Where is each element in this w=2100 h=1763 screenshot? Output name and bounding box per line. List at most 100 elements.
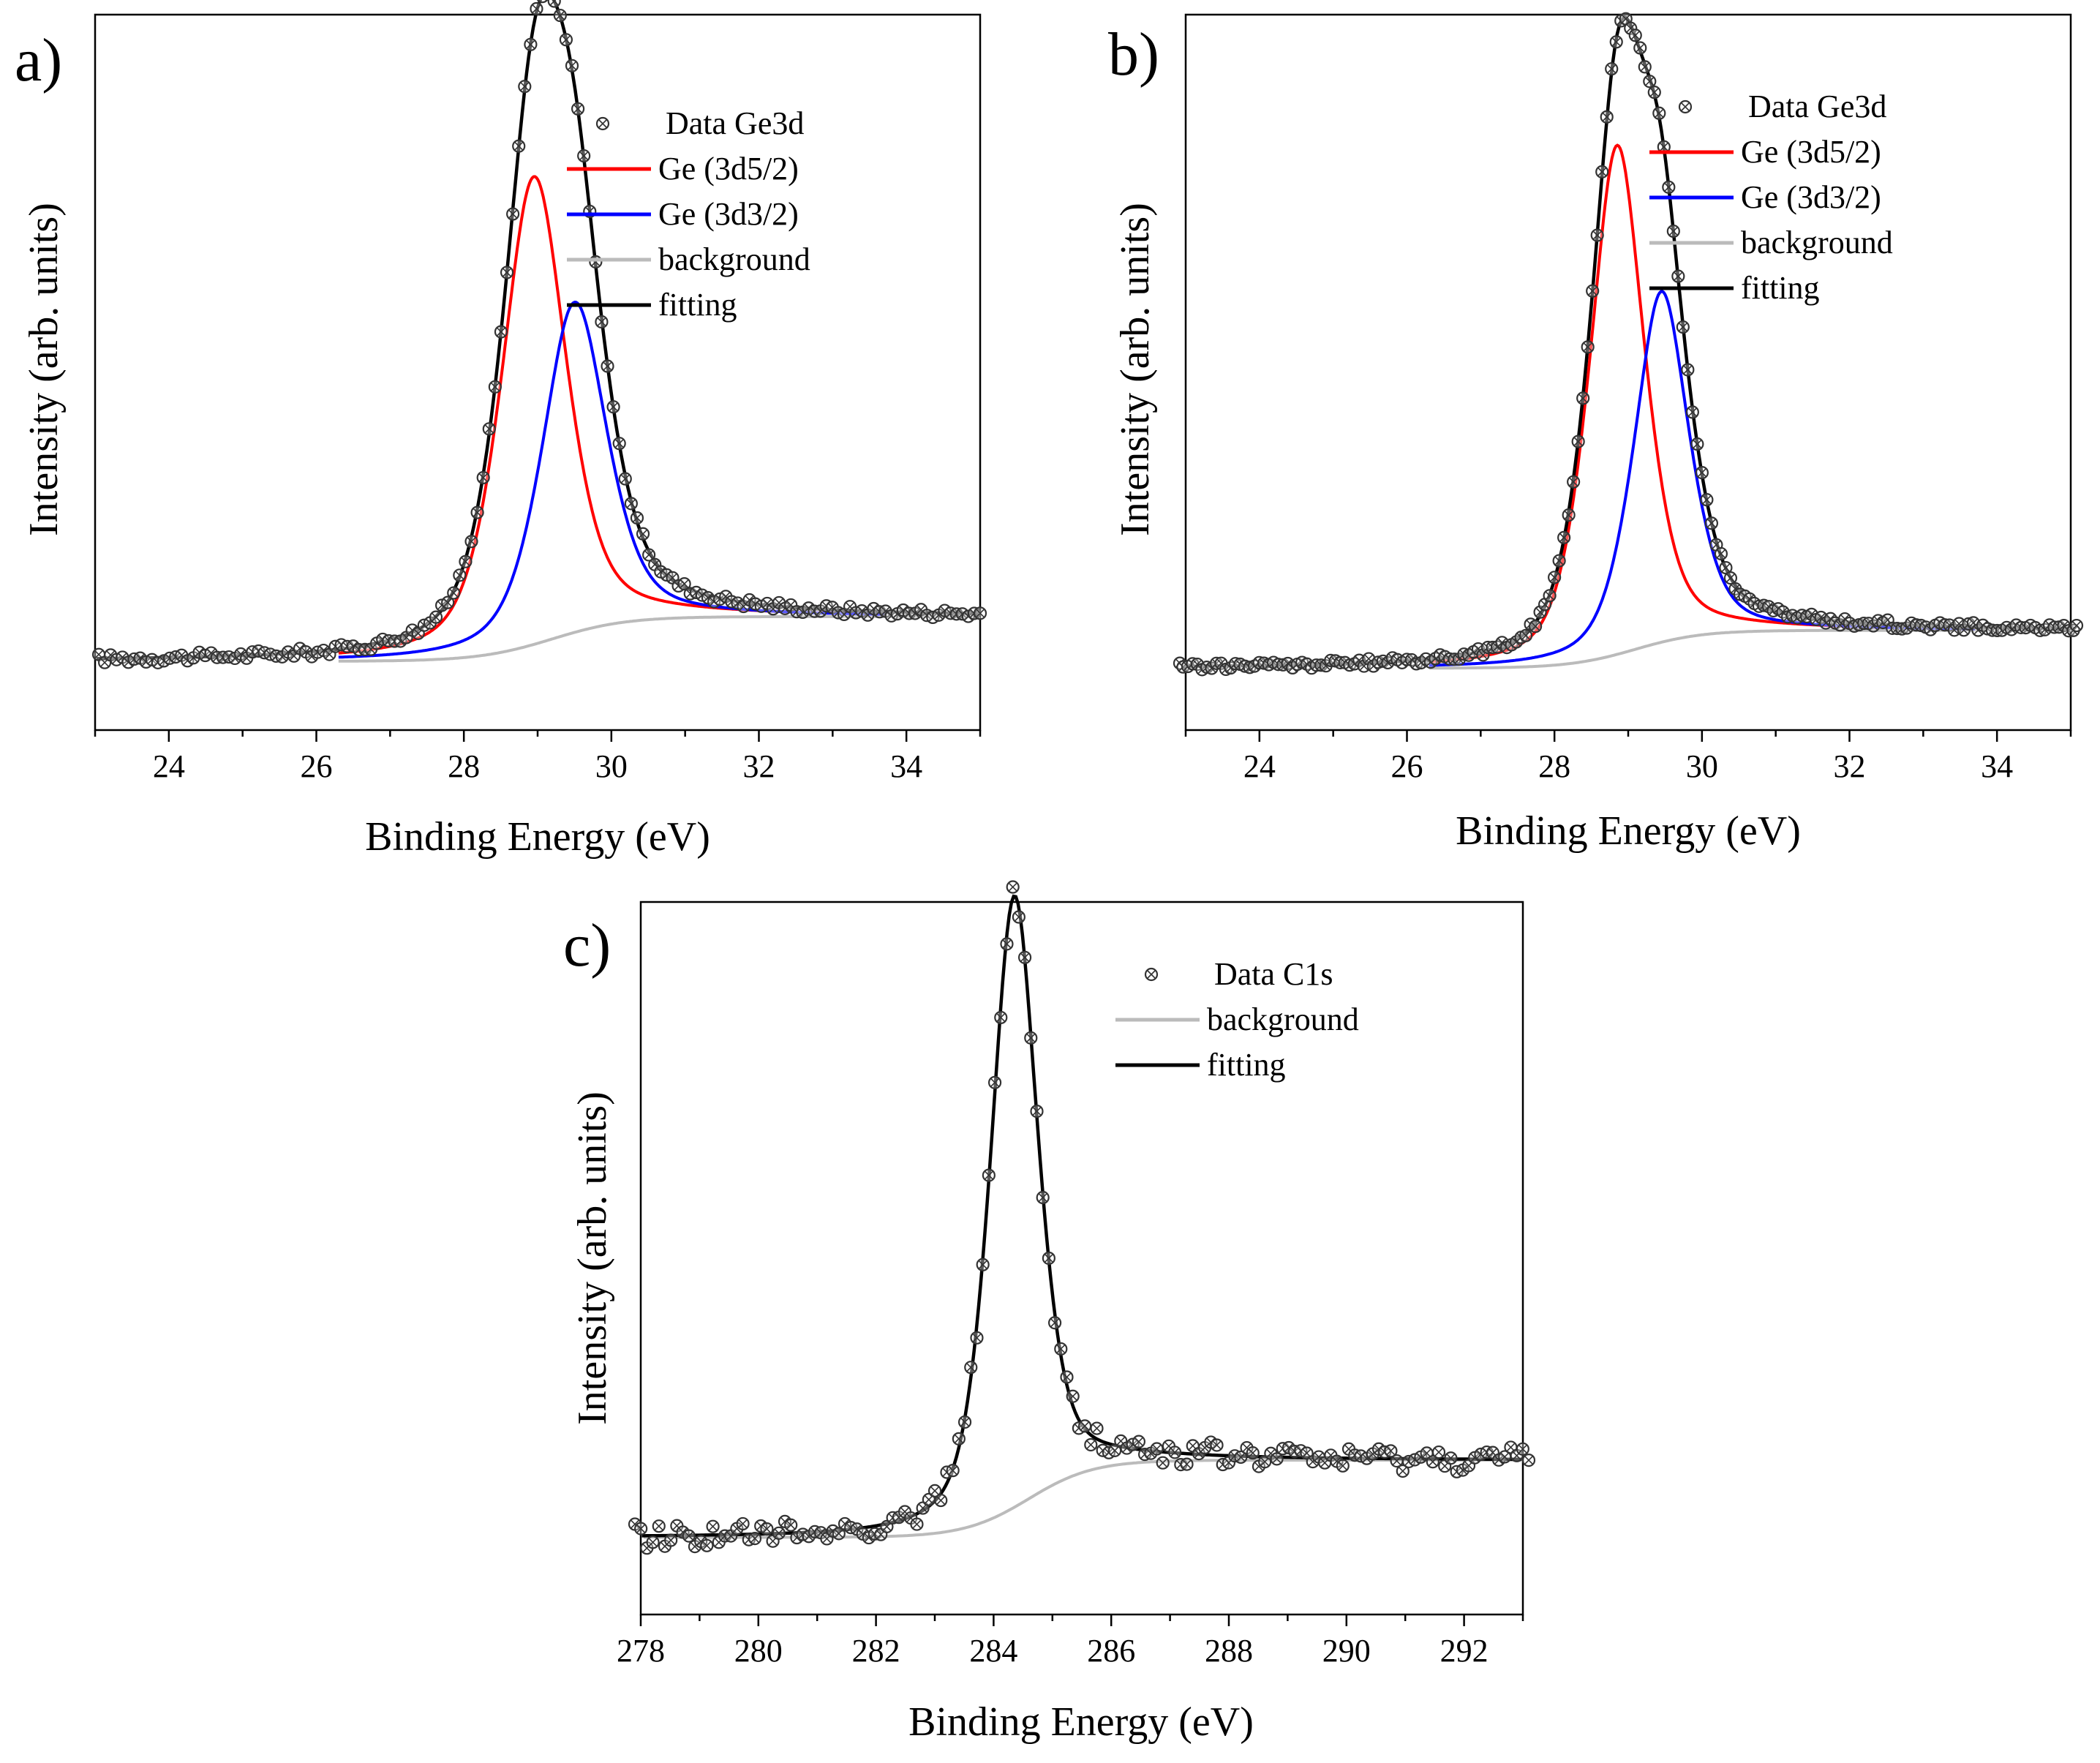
data-point (1947, 623, 1961, 637)
data-point (1444, 1451, 1458, 1465)
legend-item: background (1115, 1001, 1359, 1037)
data-point (976, 1258, 990, 1271)
legend: Data C1s background fitting (1115, 956, 1359, 1083)
data-point (512, 139, 526, 153)
panel-b: b) 24 26 28 30 32 34 Binding Energy (eV) Inte… (1108, 12, 2084, 854)
data-point (934, 1493, 948, 1508)
data-point (1132, 1435, 1146, 1448)
data-point (1150, 1442, 1164, 1456)
legend-label: Ge (3d3/2) (658, 196, 799, 232)
series-fitting (1187, 15, 2069, 669)
data-point (1000, 937, 1014, 951)
data-point (1006, 880, 1020, 894)
data-point (973, 606, 987, 620)
legend-label: fitting (1741, 270, 1820, 306)
legend-item: Data Ge3d (595, 105, 804, 141)
data-point (601, 359, 614, 373)
plot-frame (94, 13, 982, 732)
legend: Data Ge3d Ge (3d5/2) Ge (3d3/2) background f… (1649, 89, 1893, 306)
data-point (589, 255, 603, 269)
legend-label: Data Ge3d (1748, 89, 1886, 124)
legend-label: fitting (1207, 1047, 1286, 1083)
data-point (1426, 1455, 1439, 1469)
data-point (441, 595, 455, 609)
x-tick-label: 24 (1243, 748, 1276, 784)
data-point (553, 8, 567, 23)
data-point (987, 1075, 1002, 1089)
data-point (1516, 1442, 1529, 1456)
data-point (654, 565, 668, 579)
data-point (1562, 508, 1576, 522)
data-point (612, 437, 626, 451)
legend-item: fitting (1115, 1047, 1286, 1083)
data-point (1671, 269, 1685, 283)
data-point (1309, 658, 1323, 672)
x-tick-label: 284 (969, 1633, 1017, 1669)
data-point (1685, 405, 1699, 419)
data-point (682, 1529, 696, 1543)
panel-label: a) (15, 26, 62, 94)
data-point (1456, 1463, 1469, 1477)
data-point (1647, 86, 1661, 99)
data-point (1714, 546, 1728, 561)
data-point (964, 1361, 978, 1375)
data-point (957, 1415, 972, 1429)
plot-area (628, 880, 1536, 1555)
data-point (1054, 1342, 1068, 1356)
data-point (595, 315, 609, 329)
data-point (970, 1331, 984, 1345)
x-tick-label: 286 (1087, 1633, 1135, 1669)
data-point (606, 400, 620, 414)
data-point (618, 472, 632, 486)
data-point (636, 527, 650, 541)
legend-item: Data C1s (1144, 956, 1333, 992)
legend-label: Ge (3d3/2) (1741, 179, 1881, 215)
data-point (1047, 1316, 1062, 1330)
data-point (453, 568, 467, 582)
legend-item: Data Ge3d (1678, 89, 1886, 124)
data-point (1628, 29, 1642, 42)
data-point (1042, 1251, 1055, 1266)
data-point (1012, 910, 1025, 924)
data-point (470, 505, 484, 519)
legend-label: background (1741, 225, 1893, 260)
data-point (506, 207, 520, 221)
x-axis-ticks: 24 26 28 30 32 34 (94, 730, 982, 784)
data-point (1985, 623, 2000, 637)
legend-label: background (1207, 1001, 1359, 1037)
data-point (1180, 1457, 1194, 1471)
legend-label: Data C1s (1214, 956, 1333, 992)
series-fitting (641, 894, 1522, 1538)
data-point (1595, 165, 1609, 178)
legend-label: Ge (3d5/2) (658, 151, 799, 187)
legend-item: background (1649, 225, 1893, 260)
data-point (204, 646, 218, 660)
series-fitting (96, 0, 979, 661)
data-point (1168, 1446, 1182, 1459)
x-tick-label: 34 (1981, 748, 2013, 784)
data-point (1518, 628, 1533, 642)
data-point (1431, 1445, 1446, 1459)
data-point (927, 1484, 942, 1497)
legend-item: Ge (3d5/2) (1649, 134, 1881, 170)
data-point (1581, 340, 1595, 354)
data-point (952, 1432, 966, 1446)
data-point (1571, 435, 1585, 448)
legend: Data Ge3d Ge (3d5/2) Ge (3d3/2) background f… (567, 105, 810, 323)
x-axis-ticks: 24 26 28 30 32 34 (1184, 730, 2072, 784)
data-point (1723, 571, 1738, 585)
data-point (1396, 1464, 1410, 1478)
data-point (464, 535, 478, 549)
legend-item: background (567, 241, 810, 277)
x-tick-label: 28 (448, 748, 480, 784)
data-point (706, 1519, 720, 1533)
data-point (736, 1516, 750, 1531)
x-tick-label: 288 (1205, 1633, 1253, 1669)
x-tick-label: 32 (743, 748, 775, 784)
data-point (518, 80, 532, 94)
x-tick-label: 278 (617, 1633, 665, 1669)
data-point (1700, 493, 1714, 507)
data-point (1270, 1452, 1284, 1466)
series-peak-3d3-2 (338, 301, 884, 659)
